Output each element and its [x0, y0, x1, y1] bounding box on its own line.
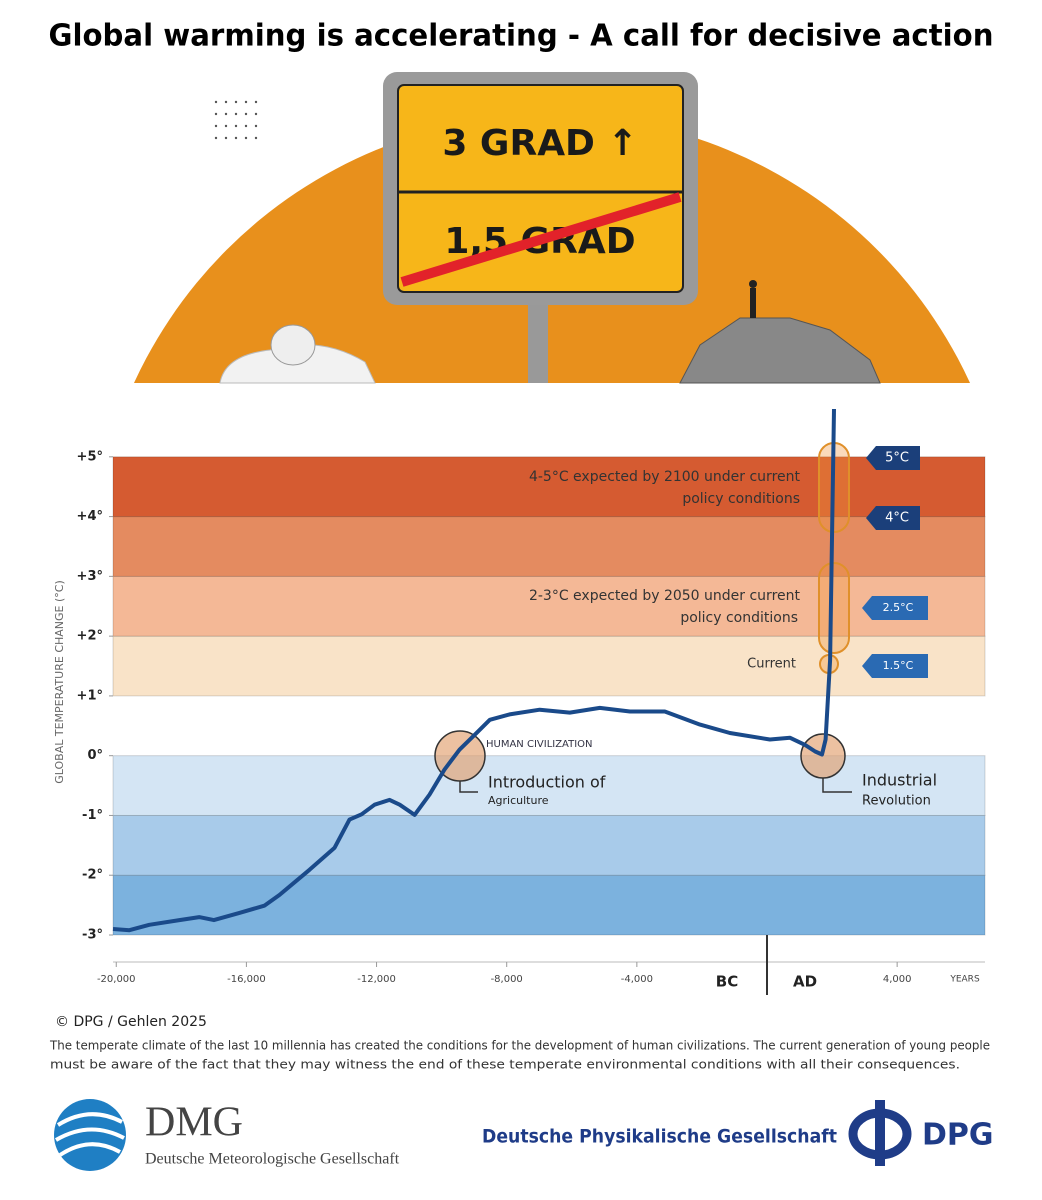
band — [112, 516, 986, 577]
sign-face — [397, 84, 684, 293]
x-tick-label: -8,000 — [491, 974, 523, 985]
range-pill — [818, 562, 850, 654]
dot-grid — [214, 100, 258, 140]
annotation: Introduction of — [488, 773, 606, 792]
strike-line — [400, 192, 682, 287]
title: Global warming is accelerating - A call … — [49, 19, 994, 54]
dmg-full: Deutsche Meteorologische Gesellschaft — [145, 1151, 400, 1168]
tag-label: 4°C — [885, 511, 909, 526]
tag — [862, 654, 928, 678]
annotation: Industrial — [862, 771, 937, 790]
annotation: HUMAN CIVILIZATION — [486, 739, 593, 750]
footer: © DPG / Gehlen 2025 The temperate climat… — [49, 1014, 994, 1171]
credit: © DPG / Gehlen 2025 — [55, 1014, 207, 1030]
person — [750, 288, 756, 318]
annotation: Agriculture — [488, 794, 549, 807]
band — [112, 456, 986, 518]
x-tick-label: 4,000 — [883, 974, 912, 985]
axes: +5° +4° +3° +2° +1° 0° -1° -2° -3° -20,000 -16,000… — [77, 449, 985, 995]
dpg-full: Deutsche Physikalische Gesellschaft — [482, 1126, 837, 1148]
y-tick-label: +2° — [77, 629, 103, 644]
illustration: 3 GRAD ↑ 1,5 GRAD — [134, 72, 970, 384]
dmg-short: DMG — [145, 1100, 243, 1146]
tag-label: 5°C — [885, 451, 909, 466]
sign-top: 3 GRAD ↑ — [442, 123, 637, 164]
caption-line: The temperate climate of the last 10 mil… — [49, 1039, 990, 1053]
annotation: Current — [747, 657, 796, 672]
x-tick-label: -20,000 — [97, 974, 136, 985]
tag-label: 2.5°C — [883, 601, 914, 614]
connector — [459, 781, 478, 793]
polar-bear — [270, 324, 316, 366]
bands — [112, 456, 986, 936]
sign-post — [528, 300, 548, 383]
y-tick-label: -2° — [82, 868, 103, 883]
x-tick-label: -12,000 — [357, 974, 396, 985]
band — [112, 575, 986, 637]
era-label: BC — [716, 973, 738, 991]
tag-label: 1.5°C — [883, 659, 914, 672]
y-tick-label: +1° — [77, 688, 103, 703]
tag — [866, 446, 920, 470]
rock — [679, 317, 881, 384]
annotation: Revolution — [862, 794, 931, 809]
connector — [822, 778, 852, 793]
tag — [866, 506, 920, 530]
y-tick-label: +3° — [77, 569, 103, 584]
y-tick-label: 0° — [87, 748, 103, 763]
annotation: 2-3°C expected by 2050 under current — [529, 588, 801, 604]
tag — [862, 596, 928, 620]
band — [112, 814, 986, 876]
x-axis-title: YEARS — [949, 975, 980, 985]
dpg-short: DPG — [922, 1118, 994, 1153]
temperature-line — [112, 408, 836, 933]
y-tick-label: +5° — [77, 449, 103, 464]
chart: +5° +4° +3° +2° +1° 0° -1° -2° -3° -20,000 -16,000… — [53, 408, 986, 995]
x-tick-label: -16,000 — [227, 974, 266, 985]
person-head — [749, 280, 757, 288]
x-tick-label: -4,000 — [621, 974, 653, 985]
y-axis-title: GLOBAL TEMPERATURE CHANGE (°C) — [53, 580, 66, 784]
era-label: AD — [793, 973, 817, 991]
annotation: policy conditions — [680, 610, 798, 626]
band — [112, 635, 986, 697]
dmg-waves — [54, 1112, 125, 1157]
band — [112, 874, 986, 936]
annotation: 4-5°C expected by 2100 under current — [529, 469, 801, 485]
caption-line: must be aware of the fact that they may … — [50, 1058, 960, 1072]
y-tick-label: +4° — [77, 509, 103, 524]
y-tick-label: -3° — [82, 928, 103, 943]
dpg-phi-bar — [875, 1100, 885, 1166]
y-tick-label: -1° — [82, 808, 103, 823]
annotation: policy conditions — [682, 491, 800, 507]
